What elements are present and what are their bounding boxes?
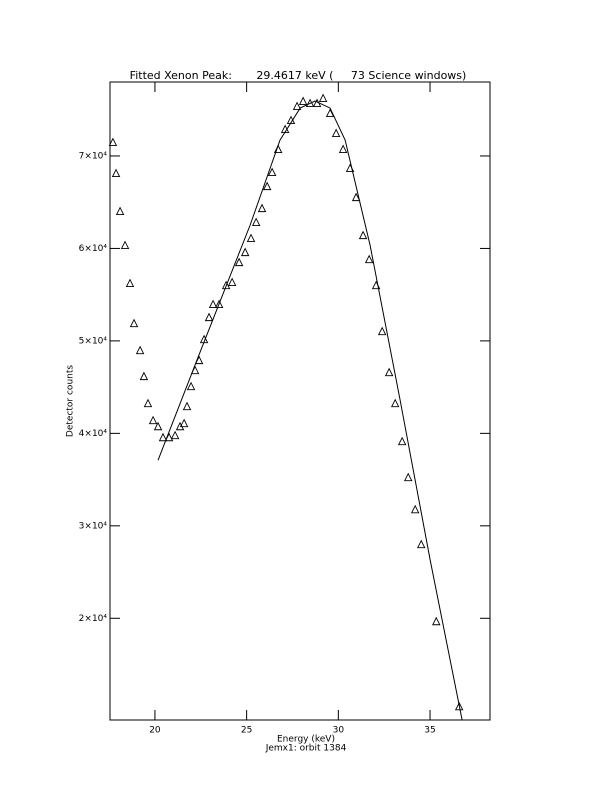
y-tick-label: 2×10⁴ [79,614,108,624]
data-point [208,299,218,309]
data-point [397,436,407,446]
y-tick-label: 7×10⁴ [79,151,108,161]
data-point [120,240,130,250]
data-point [129,318,139,328]
data-point [148,415,158,425]
data-point [186,381,196,391]
data-point [454,701,464,711]
data-point [214,299,224,309]
plot-frame [109,81,491,721]
data-point [262,181,272,191]
data-point [410,504,420,514]
data-point [257,203,267,213]
data-point [115,206,125,216]
data-point [227,277,237,287]
data-point [351,192,361,202]
data-point [125,278,135,288]
data-point [139,371,149,381]
data-point [298,96,308,105]
data-point [108,137,118,147]
data-point [111,168,121,178]
data-point [240,247,250,257]
data-point [292,101,302,110]
data-point [358,230,368,240]
data-point [143,398,153,408]
data-point [377,326,387,336]
data-point [331,128,341,137]
y-tick-label: 4×10⁴ [79,429,108,439]
data-point [384,367,394,377]
x-axis-label: Energy (keV) [277,735,335,745]
data-point [182,401,192,411]
data-point [135,345,145,355]
data-point [179,418,189,428]
data-point [338,144,348,153]
data-point [390,398,400,408]
y-tick-label: 5×10⁴ [79,336,108,346]
data-point [432,616,441,626]
data-point [153,421,163,431]
data-point [221,280,231,290]
data-point [325,108,335,118]
data-point [170,430,180,440]
data-point [364,254,374,264]
x-tick-label: 20 [149,726,161,736]
x-tick-label: 30 [333,726,345,736]
data-point [234,257,244,267]
y-axis-label: Detector counts [66,365,76,437]
x-tick-label: 25 [241,726,252,736]
data-point [158,432,168,442]
data-point [267,167,277,177]
y-tick-label: 3×10⁴ [79,521,108,531]
data-point [403,472,413,482]
data-point [318,93,328,103]
data-point [251,217,261,227]
x-tick-label: 35 [424,726,435,736]
footer: Jemx1: orbit 1384 [265,744,347,754]
data-point [416,539,426,549]
y-tick-label: 6×10⁴ [79,244,108,254]
chart-title: Fitted Xenon Peak: 29.4617 keV ( 73 Scie… [130,69,467,82]
fit-line [157,100,463,721]
data-point [246,233,256,243]
data-point [204,312,214,322]
